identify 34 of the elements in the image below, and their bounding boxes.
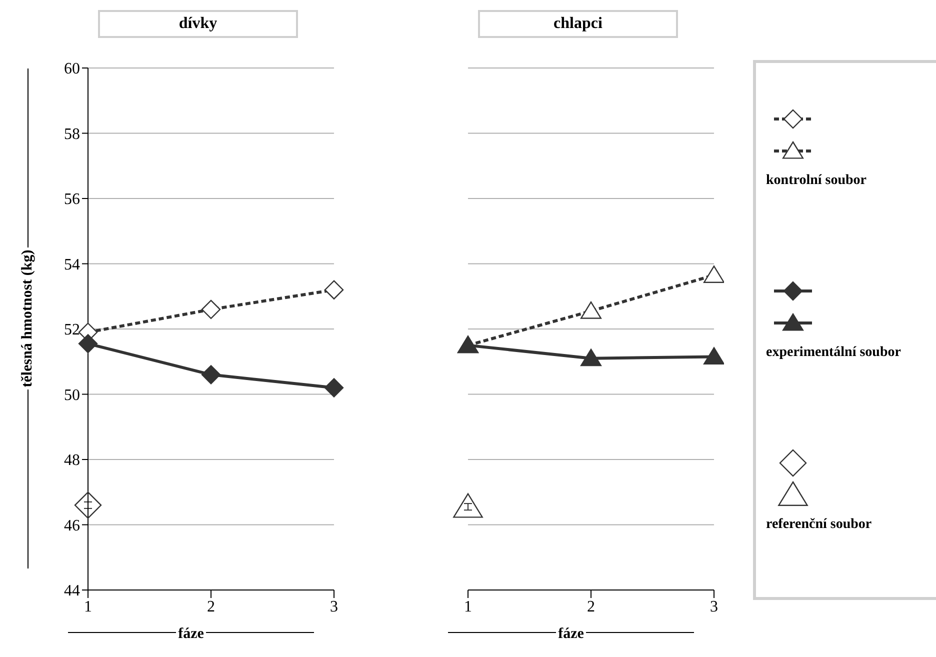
x-tick-label: 2: [587, 598, 595, 616]
point: [704, 266, 724, 283]
point: [453, 493, 483, 518]
y-tick-label: 44: [64, 582, 80, 600]
point: [580, 301, 602, 319]
point: [78, 334, 98, 354]
y-tick-label: 56: [64, 191, 80, 208]
y-tick-label: 60: [64, 60, 80, 78]
y-tick-label: 58: [64, 126, 80, 143]
x-tick-label: 1: [84, 598, 92, 616]
x-axis-title: fáze: [556, 626, 586, 642]
chart-title: dívky: [98, 10, 298, 38]
legend-label: experimentální soubor: [766, 345, 901, 361]
y-axis-title: tělesná hmotnost (kg): [20, 248, 36, 390]
legend-label: kontrolní soubor: [766, 173, 866, 189]
y-tick-label: 50: [64, 386, 80, 404]
y-tick-label: 48: [64, 452, 80, 470]
point: [580, 348, 602, 366]
x-tick-label: 3: [330, 598, 338, 616]
x-tick-label: 1: [464, 598, 472, 616]
x-axis-title: fáze: [176, 626, 206, 642]
legend-label: referenční soubor: [766, 517, 872, 533]
x-tick-label: 3: [710, 598, 718, 616]
chart-title: chlapci: [478, 10, 678, 38]
point: [74, 492, 102, 519]
point: [704, 347, 724, 365]
point: [201, 300, 221, 320]
point: [201, 365, 221, 384]
y-tick-label: 46: [64, 517, 80, 534]
point: [324, 378, 344, 398]
y-tick-label: 52: [64, 322, 80, 339]
x-tick-label: 2: [207, 598, 215, 616]
y-tick-label: 54: [64, 256, 80, 274]
point: [324, 280, 344, 300]
